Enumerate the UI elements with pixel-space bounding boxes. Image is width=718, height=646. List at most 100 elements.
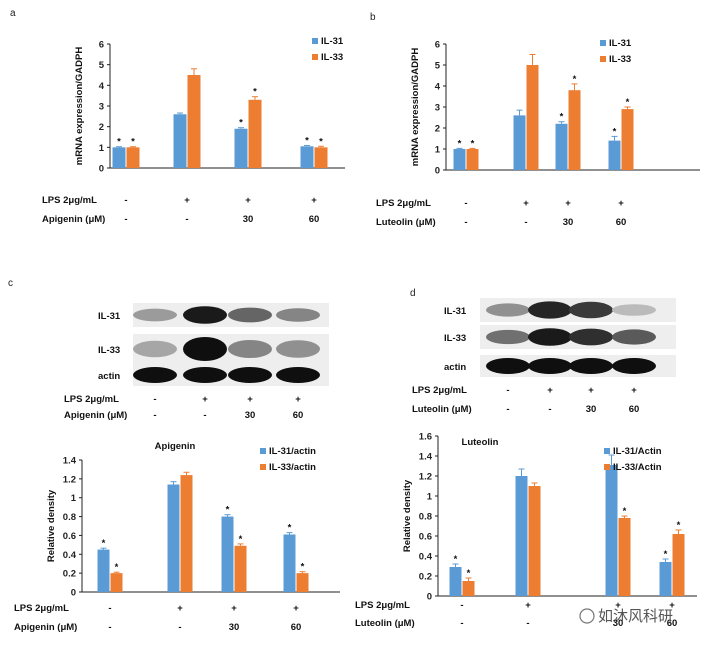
blot-band xyxy=(133,308,177,322)
bar xyxy=(555,123,568,170)
blot-band xyxy=(528,301,572,319)
bar xyxy=(672,534,685,596)
panel-letter: d xyxy=(410,288,416,299)
blot-band xyxy=(569,328,613,346)
y-tick-label: 0.8 xyxy=(419,512,432,523)
bar xyxy=(300,146,314,168)
blot-band-label: actin xyxy=(444,362,466,373)
significance-star: * xyxy=(467,568,471,579)
blot-band xyxy=(612,358,656,374)
legend-label: IL-33/actin xyxy=(269,462,316,473)
treatment-value: + xyxy=(547,385,553,396)
blot-band xyxy=(276,308,320,322)
bar xyxy=(234,545,247,592)
blot-band xyxy=(569,301,613,319)
treatment-value: - xyxy=(203,410,206,421)
significance-star: * xyxy=(677,520,681,531)
blot-band xyxy=(228,339,272,359)
bar xyxy=(110,573,123,592)
bar xyxy=(466,149,479,170)
bar xyxy=(221,516,234,592)
chart-title: Apigenin xyxy=(155,441,196,452)
y-tick-label: 0 xyxy=(435,166,440,177)
chart-d: Luteolin 0 0.2 0.4 0.6 0.8 1 1.2 1.4 1.6 Relative … xyxy=(355,432,697,629)
watermark: 如沐风科研 xyxy=(579,607,673,625)
treatment-value: 30 xyxy=(243,214,254,225)
treatment-value: + xyxy=(588,385,594,396)
treatment-row-label: Apigenin (μM) xyxy=(14,622,77,633)
treatment-value: - xyxy=(124,214,127,225)
blot-band xyxy=(612,304,656,316)
treatment-value: - xyxy=(124,195,127,206)
blot-band xyxy=(528,328,572,346)
y-tick-label: 1 xyxy=(99,143,105,154)
treatment-value: + xyxy=(202,394,208,405)
panel-letter: b xyxy=(370,12,376,23)
bar xyxy=(515,476,528,596)
bar xyxy=(97,549,110,592)
legend-swatch xyxy=(604,448,610,454)
treatment-value: 30 xyxy=(229,622,240,633)
y-tick-label: 2 xyxy=(435,124,440,135)
blot-band-label: IL-33 xyxy=(444,333,466,344)
legend-label: IL-31 xyxy=(321,36,344,47)
significance-star: * xyxy=(454,554,458,565)
bar xyxy=(180,475,193,592)
blot-band xyxy=(276,367,320,383)
significance-star: * xyxy=(626,97,630,108)
blot-band xyxy=(133,367,177,383)
y-tick-label: 0 xyxy=(99,164,104,175)
panel-letter: c xyxy=(8,278,13,289)
y-tick-label: 4 xyxy=(99,81,105,92)
treatment-value: 30 xyxy=(563,217,574,228)
significance-star: * xyxy=(623,506,627,517)
y-tick-label: 3 xyxy=(435,103,440,114)
treatment-value: + xyxy=(247,394,253,405)
y-tick-label: 1.6 xyxy=(419,432,432,443)
treatment-value: + xyxy=(293,603,299,614)
treatment-value: + xyxy=(311,195,317,206)
bar xyxy=(449,567,462,596)
bar xyxy=(126,147,140,168)
blot-band xyxy=(486,329,530,345)
treatment-value: - xyxy=(153,394,156,405)
significance-star: * xyxy=(573,74,577,85)
treatment-row-label: Luteolin (μM) xyxy=(412,404,472,415)
y-tick-label: 2 xyxy=(99,122,104,133)
y-tick-label: 0.6 xyxy=(419,532,432,543)
significance-star: * xyxy=(613,126,617,137)
treatment-value: - xyxy=(464,217,467,228)
significance-star: * xyxy=(458,138,462,149)
y-tick-label: 4 xyxy=(435,82,441,93)
treatment-value: - xyxy=(178,622,181,633)
bar xyxy=(173,114,187,168)
treatment-value: 60 xyxy=(293,410,304,421)
blot-band-label: IL-33 xyxy=(98,345,120,356)
y-tick-label: 1 xyxy=(71,493,77,504)
treatment-row-label: Luteolin (μM) xyxy=(376,217,436,228)
legend-swatch xyxy=(604,464,610,470)
treatment-value: + xyxy=(525,600,531,611)
treatment-value: 30 xyxy=(245,410,256,421)
chart-title: Luteolin xyxy=(462,437,499,448)
treatment-value: + xyxy=(615,600,621,611)
blot-band xyxy=(569,358,613,374)
y-tick-label: 0.2 xyxy=(63,569,76,580)
treatment-value: + xyxy=(177,603,183,614)
treatment-value: + xyxy=(245,195,251,206)
blot-band xyxy=(228,367,272,383)
chart-c: Apigenin 0 0.2 0.4 0.6 0.8 1 1.2 1.4 Relative den… xyxy=(14,441,340,633)
y-tick-label: 5 xyxy=(99,60,105,71)
significance-star: * xyxy=(319,136,323,147)
significance-star: * xyxy=(664,549,668,560)
legend-label: IL-33 xyxy=(609,54,631,65)
legend-label: IL-33 xyxy=(321,52,343,63)
y-tick-label: 0.8 xyxy=(63,512,76,523)
y-axis-label: mRNA expression/GADPH xyxy=(74,47,85,166)
significance-star: * xyxy=(226,505,230,516)
bar xyxy=(462,581,475,596)
legend-swatch xyxy=(600,40,606,46)
treatment-value: - xyxy=(526,618,529,629)
bar xyxy=(314,147,328,168)
y-axis-label: mRNA expression/GADPH xyxy=(410,48,421,167)
